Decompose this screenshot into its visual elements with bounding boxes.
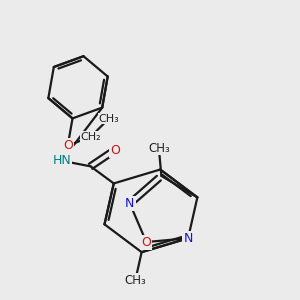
Text: O: O xyxy=(63,139,73,152)
Text: N: N xyxy=(125,197,134,210)
Text: O: O xyxy=(110,144,120,157)
Text: CH₂: CH₂ xyxy=(81,132,101,142)
Text: N: N xyxy=(183,232,193,245)
Text: CH₃: CH₃ xyxy=(124,274,146,287)
Text: CH₃: CH₃ xyxy=(98,114,119,124)
Text: CH₃: CH₃ xyxy=(148,142,170,155)
Text: HN: HN xyxy=(52,154,71,167)
Text: O: O xyxy=(141,236,151,248)
